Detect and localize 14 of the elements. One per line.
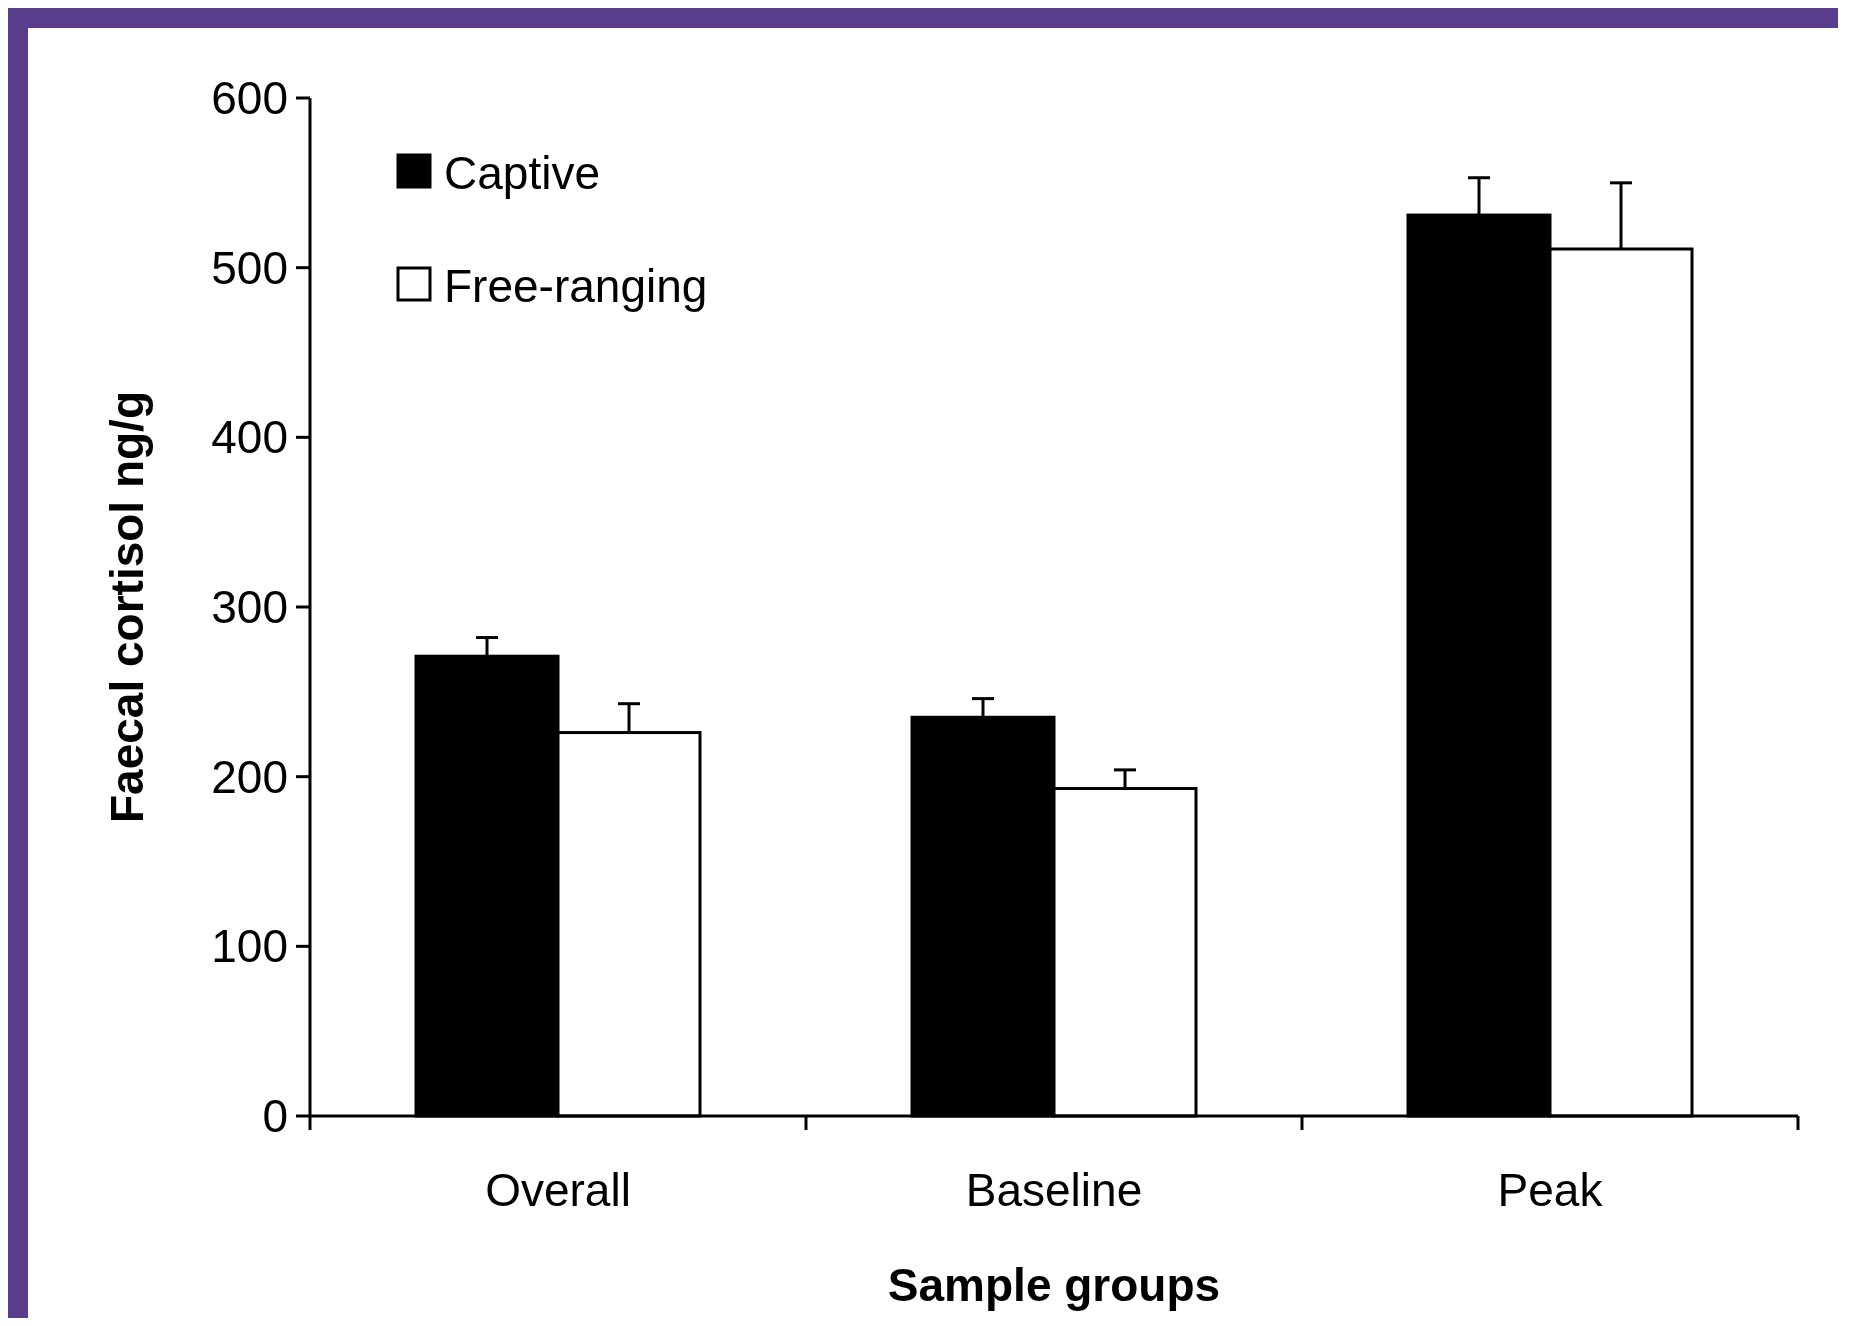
x-tick-label: Baseline	[965, 1164, 1143, 1216]
y-axis-title: Faecal cortisol ng/g	[101, 391, 153, 823]
y-tick-label: 200	[211, 750, 288, 803]
y-tick-label: 600	[211, 72, 288, 125]
y-tick-label: 0	[262, 1090, 288, 1143]
legend-label: Free-ranging	[444, 260, 708, 313]
y-tick-label: 500	[211, 241, 288, 294]
x-tick-label: Peak	[1497, 1164, 1604, 1216]
y-tick-label: 400	[211, 411, 288, 464]
x-tick-label: Overall	[485, 1164, 631, 1216]
y-tick-label: 100	[211, 920, 288, 973]
x-axis-title: Sample groups	[887, 1259, 1221, 1311]
legend-label: Captive	[444, 147, 600, 200]
y-tick-label: 300	[211, 581, 288, 634]
